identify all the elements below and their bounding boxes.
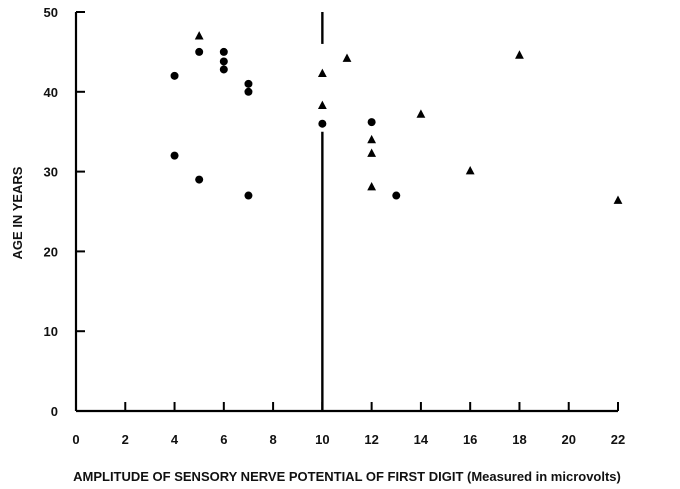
data-point-circle [244,87,253,96]
data-point-triangle [367,148,377,157]
data-point-circle [219,47,228,56]
y-tick-label: 50 [44,5,58,20]
data-point-circle [219,65,228,74]
x-tick-label: 10 [315,432,329,447]
data-point-circle [195,175,204,184]
plot-area: 0 2 4 6 8 10 12 14 16 18 20 22 0 10 20 30 40 50 [44,5,626,447]
data-point-triangle [342,53,352,62]
data-point-triangle [367,134,377,144]
data-point-circle [244,191,253,200]
x-tick-label: 0 [72,432,79,447]
x-tick-label: 6 [220,432,227,447]
data-point-triangle [515,50,524,59]
x-axis-title: AMPLITUDE OF SENSORY NERVE POTENTIAL OF … [73,469,621,484]
y-tick-label: 40 [44,85,58,100]
x-tick-label: 8 [269,432,276,447]
x-tick-label: 14 [414,432,429,447]
data-point-circle [195,47,204,56]
x-tick-label: 4 [171,432,179,447]
data-point-circle [170,71,179,80]
y-tick-label: 0 [51,404,58,419]
y-tick-label: 30 [44,165,58,180]
x-tick-label: 18 [512,432,526,447]
x-tick-label: 12 [364,432,378,447]
y-tick-label: 10 [44,324,58,339]
data-point-circle [219,57,228,66]
x-tick-label: 20 [561,432,575,447]
data-point-triangle [194,31,204,40]
x-tick-label: 2 [122,432,129,447]
data-point-circle [244,79,253,88]
data-point-triangle [416,109,426,118]
y-axis-title: AGE IN YEARS [10,166,25,259]
data-point-circle [392,191,401,200]
x-tick-label: 22 [611,432,625,447]
data-point-triangle [317,100,327,109]
data-point-triangle [465,166,475,175]
y-tick-label: 20 [44,244,58,259]
data-point-triangle [367,181,377,191]
data-point-triangle [317,68,327,78]
data-point-triangle [613,195,623,204]
data-point-circle [170,151,179,160]
x-tick-label: 16 [463,432,477,447]
data-point-circle [367,118,376,127]
data-point-circle [318,119,327,128]
